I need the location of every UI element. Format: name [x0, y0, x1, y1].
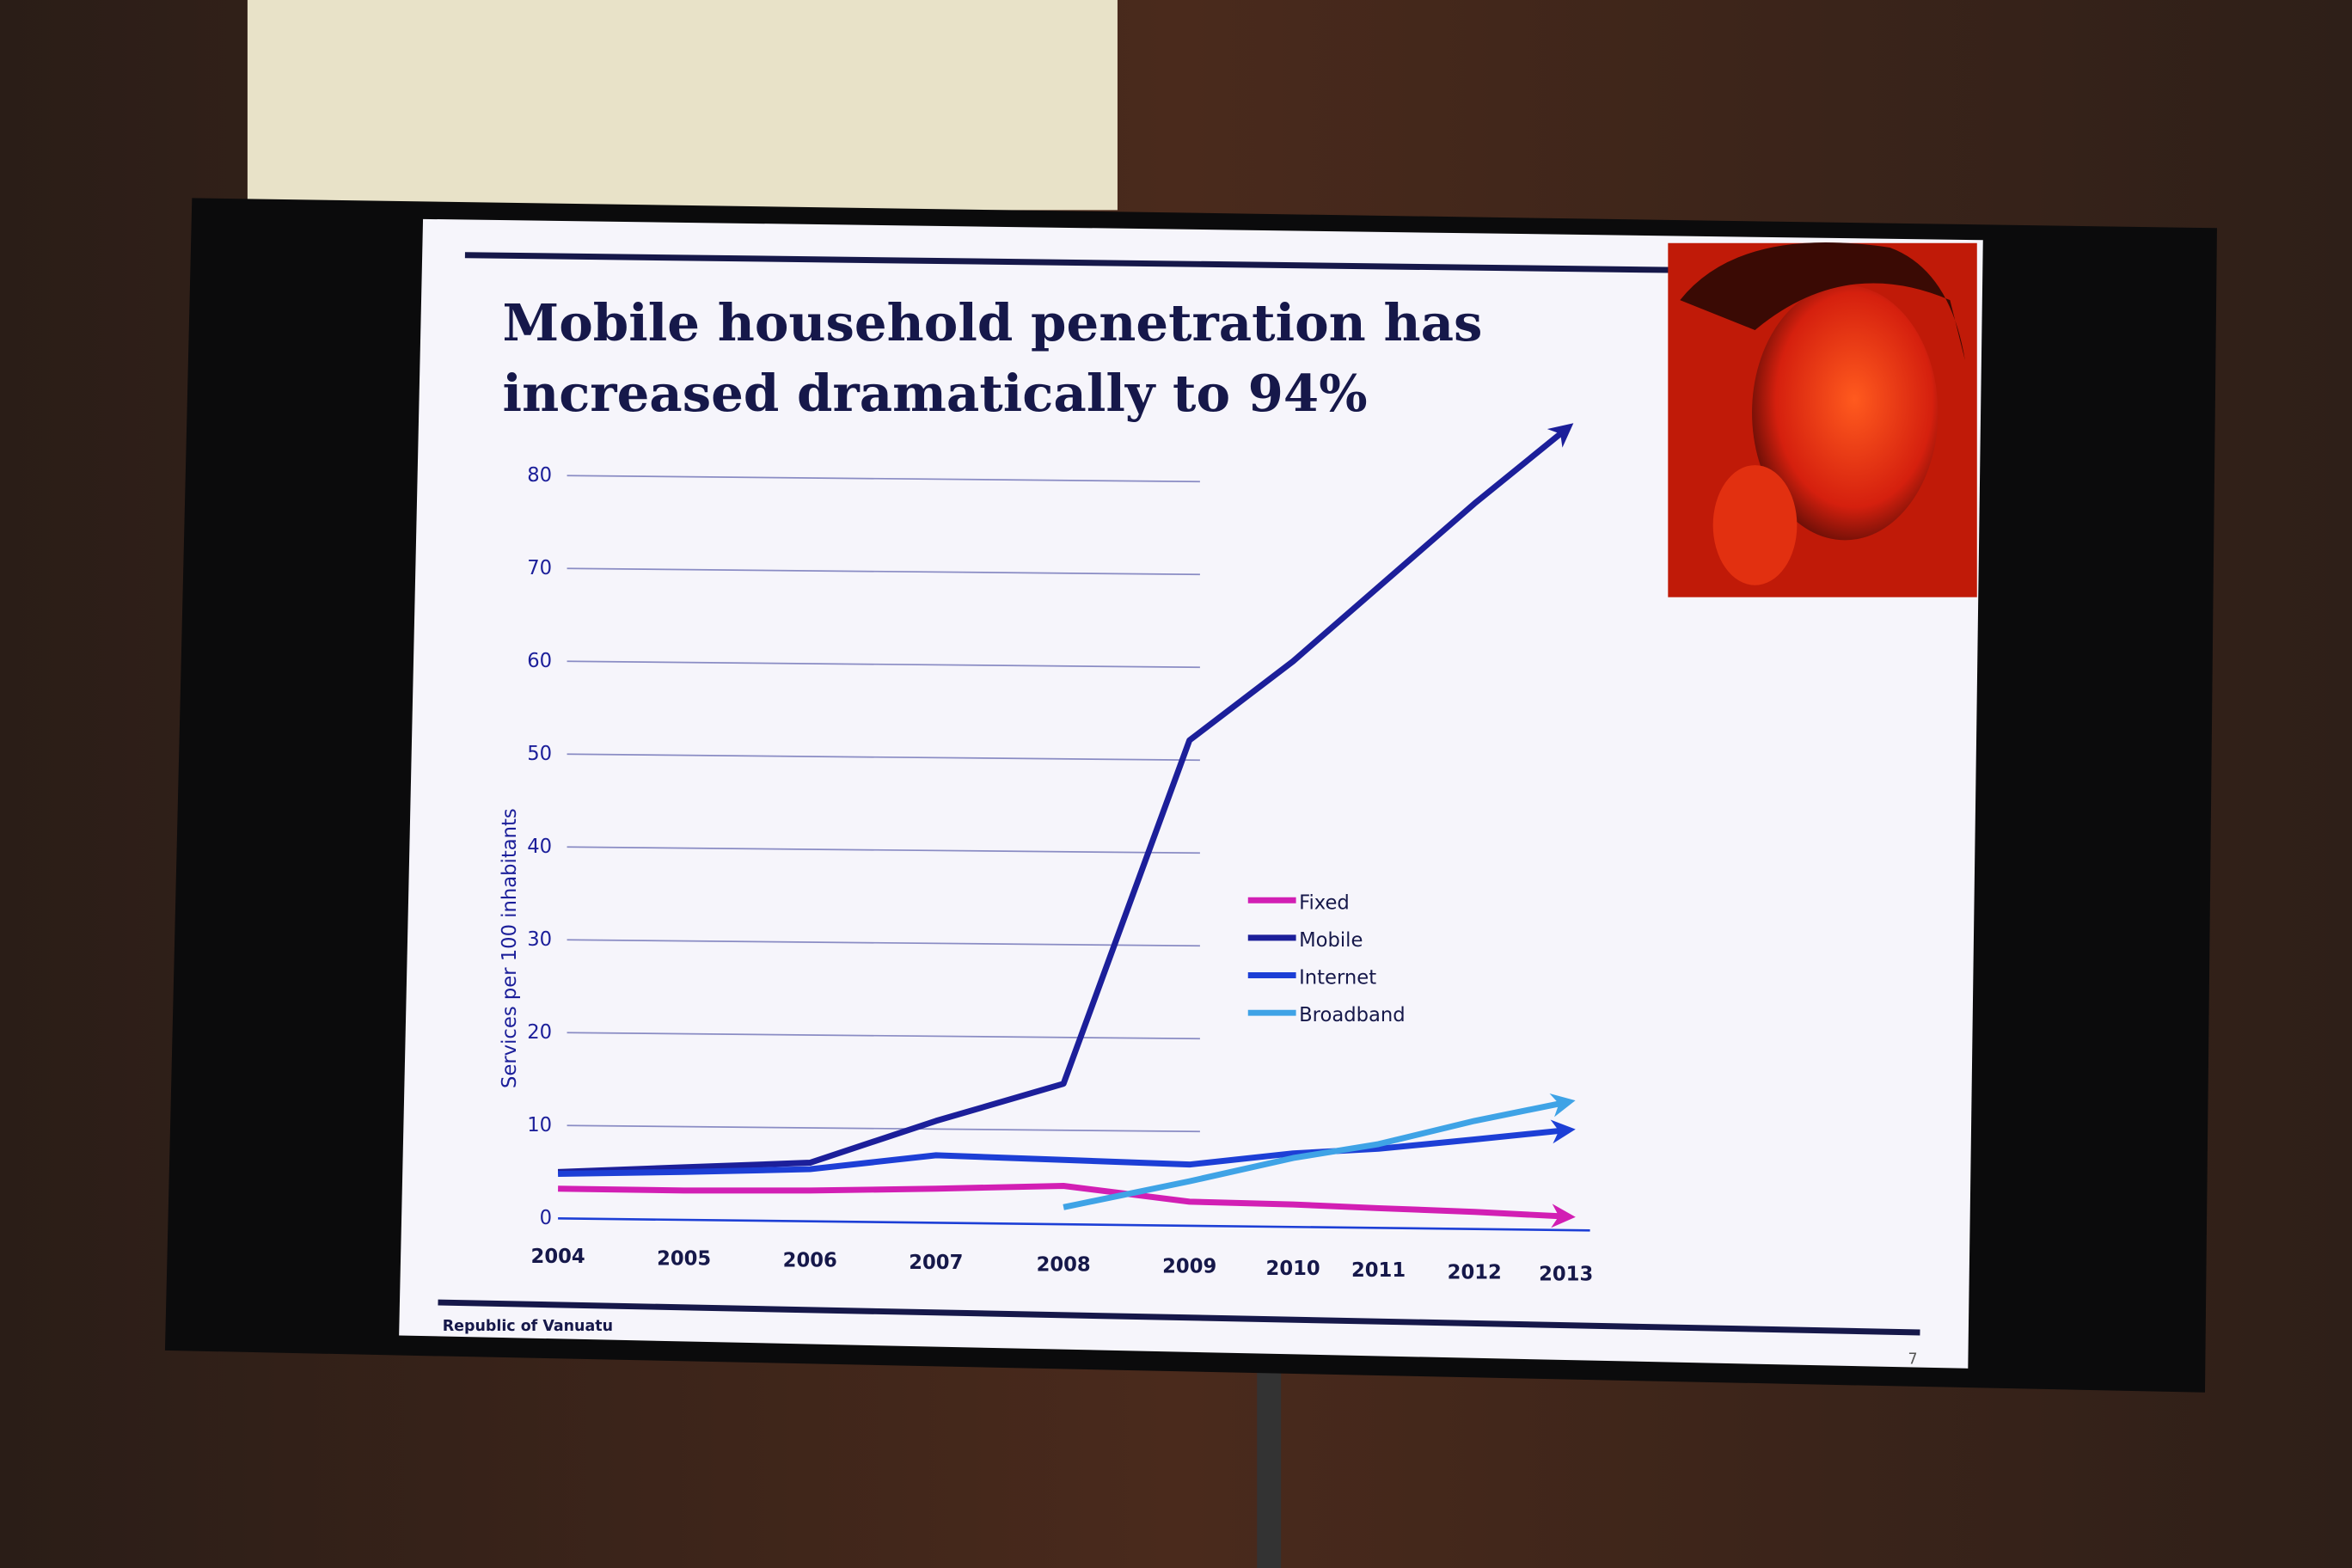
y-tick-label: 50 [527, 743, 552, 765]
grid-line [567, 846, 1200, 854]
legend-label: Mobile [1299, 929, 1363, 952]
y-tick-label: 60 [527, 650, 552, 672]
series-line [558, 1119, 1576, 1177]
photo [1668, 242, 1977, 597]
series-line [1063, 1093, 1576, 1210]
grid-line [567, 939, 1200, 947]
y-tick-label: 80 [527, 464, 552, 487]
x-tick-label: 2006 [783, 1250, 837, 1272]
page-number: 7 [1908, 1351, 1918, 1368]
y-tick-label: 20 [527, 1021, 552, 1044]
legend-label: Internet [1299, 967, 1376, 989]
bottom-rule [438, 1299, 1920, 1336]
footer: Republic of Vanuatu [443, 1318, 613, 1335]
photo-hair [1680, 242, 1965, 360]
x-tick-label: 2005 [657, 1247, 711, 1270]
grid-line [567, 475, 1200, 483]
grid-line [567, 567, 1200, 576]
series-line [557, 423, 1574, 1175]
photo-face [1752, 285, 1939, 541]
x-tick-label: 2012 [1448, 1261, 1502, 1283]
grid-line [567, 1124, 1200, 1133]
title-line: increased dramatically to 94% [503, 363, 1368, 423]
x-tick-label: 2007 [909, 1252, 963, 1274]
x-tick-label: 2011 [1351, 1259, 1406, 1282]
x-tick-label: 2010 [1266, 1258, 1320, 1280]
legend-label: Broadband [1299, 1004, 1406, 1026]
x-tick-label: 2004 [531, 1246, 585, 1268]
x-axis [558, 1217, 1590, 1232]
title-line: Mobile household penetration has [503, 292, 1483, 352]
y-tick-label: 70 [527, 557, 552, 579]
grid-line [567, 1032, 1200, 1040]
y-tick-label: 0 [540, 1207, 552, 1229]
slide [399, 218, 1983, 1369]
legend-label: Fixed [1299, 891, 1350, 914]
wall-panel [247, 0, 1118, 211]
top-rule [464, 252, 1681, 273]
y-tick-label: 40 [527, 836, 552, 858]
y-tick-label: 10 [527, 1114, 552, 1136]
grid-line [567, 660, 1200, 669]
photo-hand [1712, 465, 1798, 585]
grid-line [567, 753, 1200, 762]
y-tick-label: 30 [527, 928, 552, 951]
x-tick-label: 2008 [1037, 1253, 1091, 1276]
x-tick-label: 2009 [1162, 1256, 1216, 1278]
x-tick-label: 2013 [1539, 1264, 1593, 1286]
y-axis-label: Services per 100 inhabitants [499, 808, 521, 1088]
